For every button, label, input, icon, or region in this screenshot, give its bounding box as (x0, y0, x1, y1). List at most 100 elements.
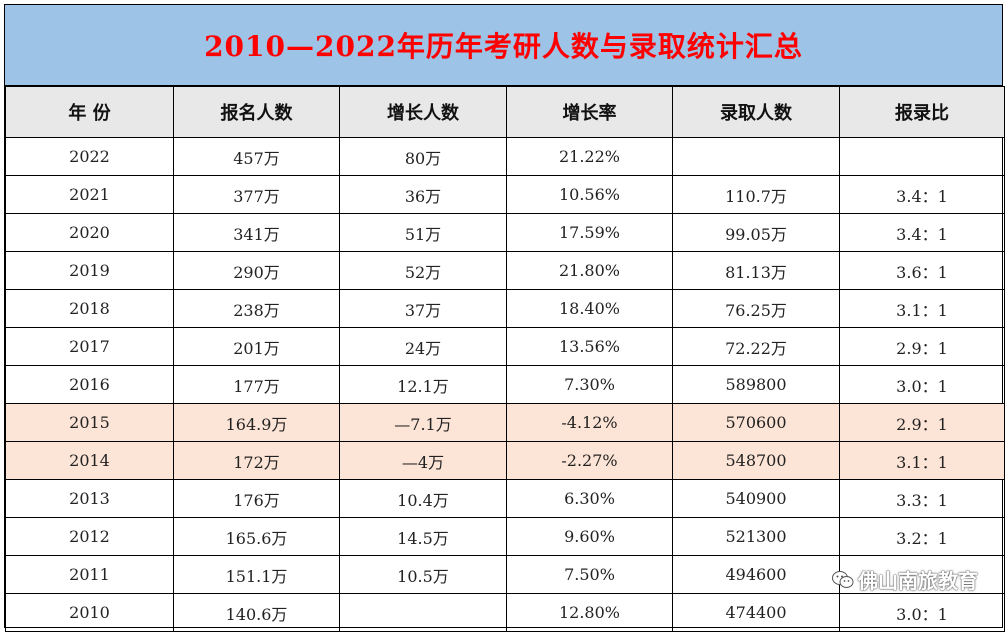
cell-admitted: 72.22万 (672, 327, 840, 366)
cell-year: 2018 (5, 289, 174, 328)
cell-ratio: 3.0：1 (839, 593, 1005, 632)
header-admitted: 录取人数 (672, 86, 840, 138)
cell-ratio: 3.1：1 (839, 441, 1005, 480)
cell-ratio (839, 555, 1005, 594)
table-row: 2020 341万 51万 17.59% 99.05万 3.4：1 (5, 213, 1005, 252)
cell-admitted: 494600 (672, 555, 840, 594)
cell-ratio: 3.2：1 (839, 517, 1005, 556)
cell-applicants: 176万 (173, 479, 340, 518)
cell-year: 2013 (5, 479, 174, 518)
cell-applicants: 140.6万 (173, 593, 340, 632)
table-body: 2022 457万 80万 21.22% 2021 377万 36万 10.56% 110.7万… (5, 137, 1005, 632)
cell-admitted: 540900 (672, 479, 840, 518)
table-row: 2012 165.6万 14.5万 9.60% 521300 3.2：1 (5, 517, 1005, 556)
cell-ratio: 3.1：1 (839, 289, 1005, 328)
cell-ratio: 2.9：1 (839, 327, 1005, 366)
header-year: 年 份 (5, 86, 174, 138)
table-row: 2021 377万 36万 10.56% 110.7万 3.4：1 (5, 175, 1005, 214)
cell-applicants: 290万 (173, 251, 340, 290)
table-row: 2011 151.1万 10.5万 7.50% 494600 (5, 555, 1005, 594)
cell-rate: 21.80% (506, 251, 673, 290)
page-title: 2010—2022年历年考研人数与录取统计汇总 (204, 30, 803, 63)
cell-growth (339, 593, 507, 632)
cell-year: 2017 (5, 327, 174, 366)
cell-applicants: 238万 (173, 289, 340, 328)
cell-admitted: 521300 (672, 517, 840, 556)
cell-growth: —4万 (339, 441, 507, 480)
header-applicants: 报名人数 (173, 86, 340, 138)
cell-growth: 37万 (339, 289, 507, 328)
cell-year: 2016 (5, 365, 174, 404)
cell-ratio: 3.0：1 (839, 365, 1005, 404)
cell-admitted: 589800 (672, 365, 840, 404)
stats-table: 年 份 报名人数 增长人数 增长率 录取人数 报录比 2022 457万 80万 21… (5, 86, 1005, 632)
cell-rate: 10.56% (506, 175, 673, 214)
header-ratio: 报录比 (839, 86, 1005, 138)
cell-admitted: 76.25万 (672, 289, 840, 328)
cell-applicants: 341万 (173, 213, 340, 252)
cell-applicants: 165.6万 (173, 517, 340, 556)
cell-growth: 36万 (339, 175, 507, 214)
cell-applicants: 377万 (173, 175, 340, 214)
cell-admitted: 110.7万 (672, 175, 840, 214)
cell-growth: 14.5万 (339, 517, 507, 556)
cell-admitted: 99.05万 (672, 213, 840, 252)
cell-rate: 7.30% (506, 365, 673, 404)
cell-growth: 51万 (339, 213, 507, 252)
table-row: 2018 238万 37万 18.40% 76.25万 3.1：1 (5, 289, 1005, 328)
table-row: 2013 176万 10.4万 6.30% 540900 3.3：1 (5, 479, 1005, 518)
cell-rate: 7.50% (506, 555, 673, 594)
cell-rate: 6.30% (506, 479, 673, 518)
cell-admitted: 548700 (672, 441, 840, 480)
cell-ratio: 2.9：1 (839, 403, 1005, 442)
cell-applicants: 164.9万 (173, 403, 340, 442)
cell-growth: 52万 (339, 251, 507, 290)
cell-admitted: 570600 (672, 403, 840, 442)
cell-year: 2011 (5, 555, 174, 594)
cell-growth: 10.5万 (339, 555, 507, 594)
table-row: 2010 140.6万 12.80% 474400 3.0：1 (5, 593, 1005, 632)
table-row: 2015 164.9万 —7.1万 -4.12% 570600 2.9：1 (5, 403, 1005, 442)
table-row: 2017 201万 24万 13.56% 72.22万 2.9：1 (5, 327, 1005, 366)
cell-growth: 12.1万 (339, 365, 507, 404)
cell-applicants: 201万 (173, 327, 340, 366)
table-row: 2022 457万 80万 21.22% (5, 137, 1005, 176)
cell-year: 2022 (5, 137, 174, 176)
table-row: 2019 290万 52万 21.80% 81.13万 3.6：1 (5, 251, 1005, 290)
cell-rate: 9.60% (506, 517, 673, 556)
cell-applicants: 151.1万 (173, 555, 340, 594)
cell-applicants: 177万 (173, 365, 340, 404)
cell-growth: 10.4万 (339, 479, 507, 518)
summary-sheet: 2010—2022年历年考研人数与录取统计汇总 年 份 报名人数 增长人数 增长… (4, 4, 1005, 632)
header-growth: 增长人数 (339, 86, 507, 138)
header-rate: 增长率 (506, 86, 673, 138)
cell-ratio: 3.3：1 (839, 479, 1005, 518)
cell-rate: -2.27% (506, 441, 673, 480)
cell-rate: 21.22% (506, 137, 673, 176)
cell-year: 2021 (5, 175, 174, 214)
cell-year: 2020 (5, 213, 174, 252)
cell-rate: 13.56% (506, 327, 673, 366)
cell-rate: 18.40% (506, 289, 673, 328)
cell-year: 2015 (5, 403, 174, 442)
header-row: 年 份 报名人数 增长人数 增长率 录取人数 报录比 (5, 86, 1005, 138)
cell-ratio: 3.4：1 (839, 175, 1005, 214)
cell-admitted (672, 137, 840, 176)
cell-year: 2012 (5, 517, 174, 556)
cell-ratio (839, 137, 1005, 176)
cell-ratio: 3.6：1 (839, 251, 1005, 290)
cell-admitted: 81.13万 (672, 251, 840, 290)
cell-ratio: 3.4：1 (839, 213, 1005, 252)
cell-rate: 17.59% (506, 213, 673, 252)
cell-year: 2010 (5, 593, 174, 632)
table-row: 2016 177万 12.1万 7.30% 589800 3.0：1 (5, 365, 1005, 404)
cell-year: 2019 (5, 251, 174, 290)
cell-rate: -4.12% (506, 403, 673, 442)
cell-growth: 80万 (339, 137, 507, 176)
cell-growth: 24万 (339, 327, 507, 366)
cell-applicants: 172万 (173, 441, 340, 480)
title-bar: 2010—2022年历年考研人数与录取统计汇总 (5, 5, 1002, 86)
cell-year: 2014 (5, 441, 174, 480)
cell-growth: —7.1万 (339, 403, 507, 442)
cell-admitted: 474400 (672, 593, 840, 632)
